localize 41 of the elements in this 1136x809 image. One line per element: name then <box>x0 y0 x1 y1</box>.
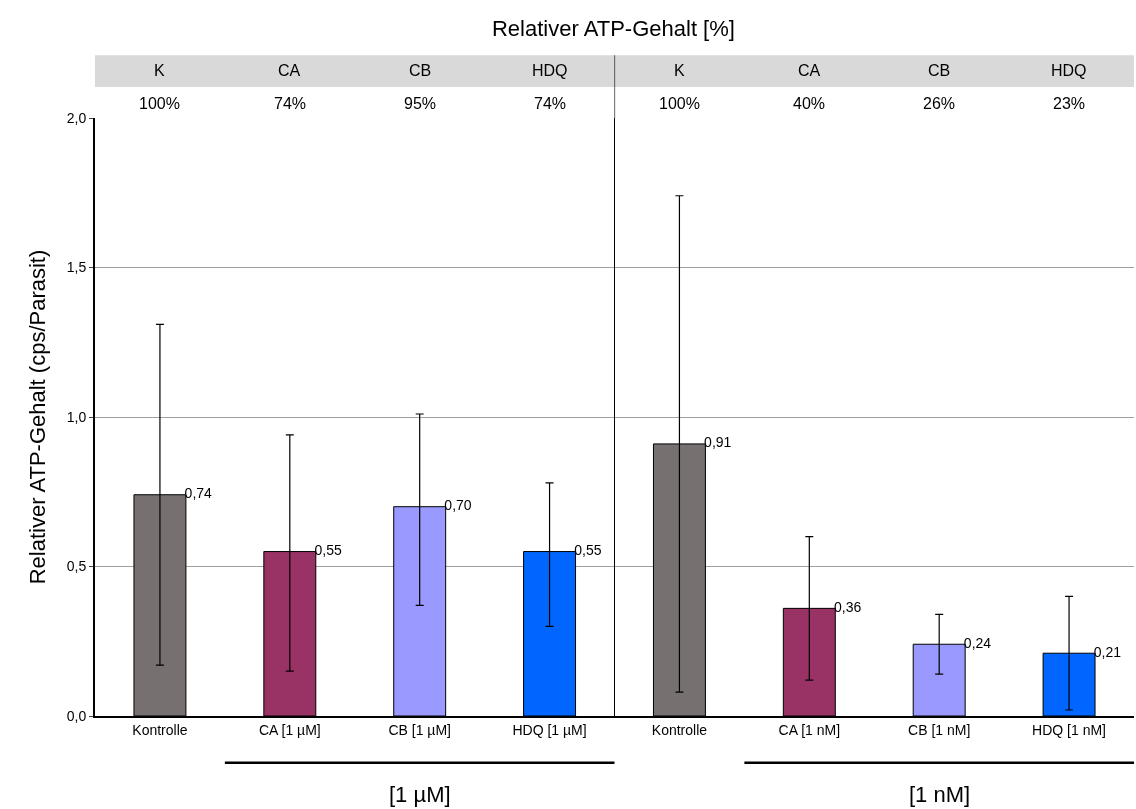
data-label: 0,91 <box>704 434 732 451</box>
data-label: 0,74 <box>184 485 213 502</box>
text: HDQ <box>532 62 568 79</box>
data-label: 0,55 <box>314 542 342 559</box>
text: 100% <box>139 95 180 112</box>
text: 40% <box>793 95 826 112</box>
text: 23% <box>1053 95 1086 112</box>
x-tick-label: Kontrolle <box>132 721 188 738</box>
y-tick-label: 2,0 <box>66 109 87 126</box>
text: CB <box>928 62 951 79</box>
text: 100% <box>659 95 700 112</box>
x-tick-label: HDQ [1 nM] <box>1032 721 1107 738</box>
x-tick-label: CA [1 µM] <box>258 721 321 738</box>
y-tick-label: 1,0 <box>66 408 87 425</box>
text: 74% <box>534 95 567 112</box>
x-tick-label: Kontrolle <box>651 721 708 738</box>
data-label: 0,70 <box>444 497 472 514</box>
text: CB <box>409 62 432 79</box>
text: 74% <box>274 95 307 112</box>
y-axis-title: Relativer ATP-Gehalt (cps/Parasit) <box>25 249 51 585</box>
data-label: 0,24 <box>963 634 992 651</box>
data-label: 0,21 <box>1093 643 1122 660</box>
text: 26% <box>923 95 956 112</box>
text: [1 nM] <box>909 782 971 807</box>
text: CA <box>798 62 821 79</box>
x-tick-label: CA [1 nM] <box>778 721 841 738</box>
x-tick-label: CB [1 µM] <box>388 721 451 738</box>
y-tick-label: 0,5 <box>66 558 87 575</box>
chart-title: Relativer ATP-Gehalt [%] <box>491 16 735 42</box>
text: K <box>154 62 165 79</box>
text: K <box>674 62 685 79</box>
text: HDQ <box>1051 62 1087 79</box>
text: 95% <box>404 95 437 112</box>
x-tick-label: CB [1 nM] <box>908 721 971 738</box>
y-tick-label: 0,0 <box>66 707 87 724</box>
data-label: 0,36 <box>833 598 862 615</box>
y-tick-label: 1,5 <box>66 259 87 276</box>
text: CA <box>278 62 301 79</box>
data-label: 0,55 <box>574 542 602 559</box>
x-tick-label: HDQ [1 µM] <box>512 721 587 738</box>
text: [1 µM] <box>389 782 451 807</box>
